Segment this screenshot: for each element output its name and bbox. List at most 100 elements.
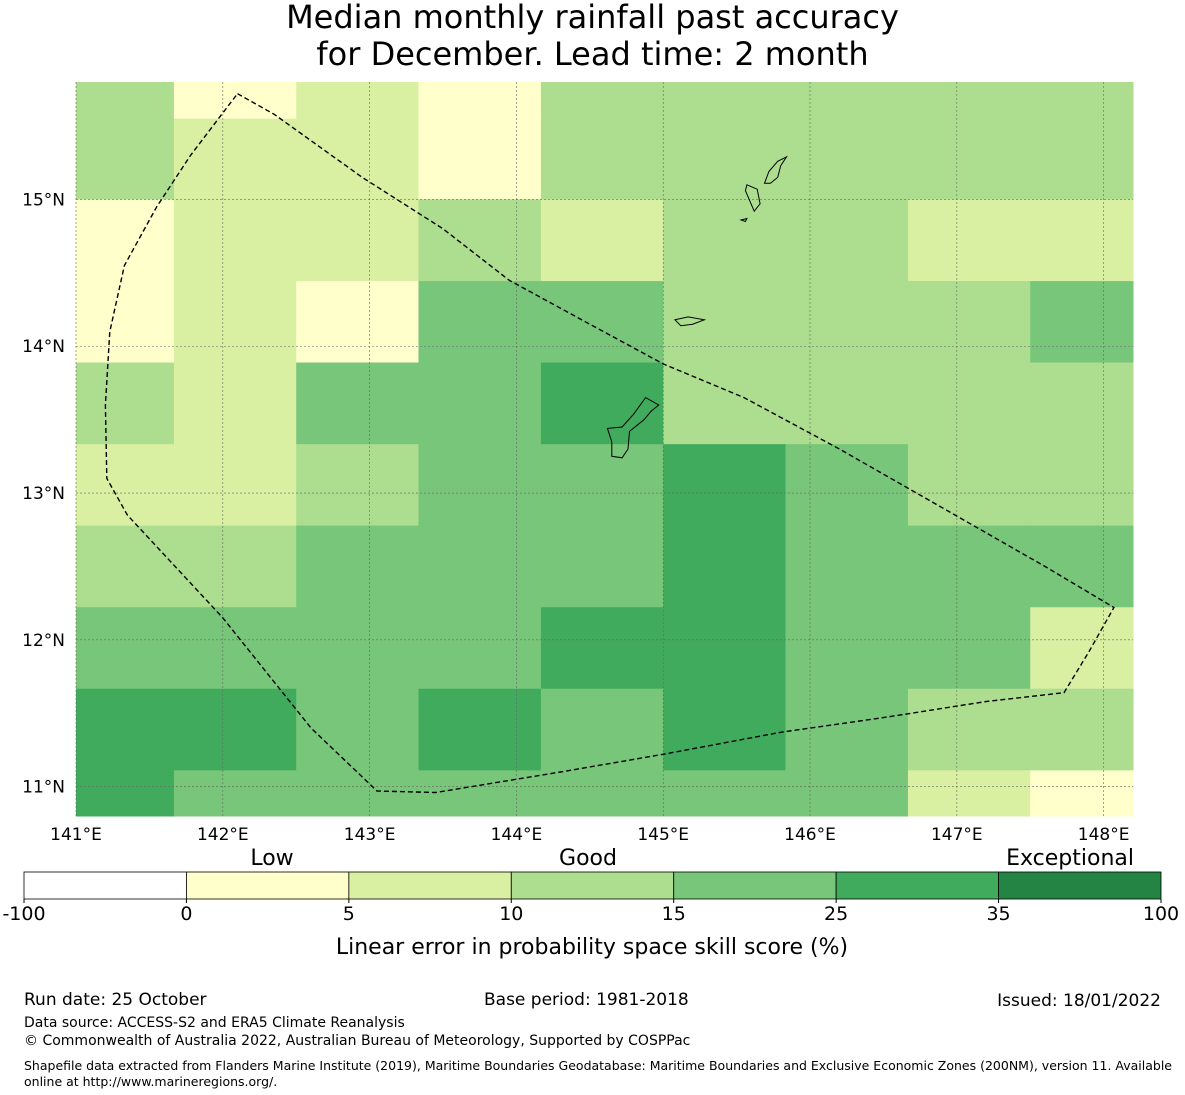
grid-cell [296,281,419,364]
grid-cell [785,281,909,364]
grid-cell [76,281,175,364]
grid-cell [296,444,419,527]
island-aguijan-outline [739,217,748,223]
grid-cell [1030,688,1134,771]
grid-cell [296,118,419,200]
grid-cell [540,525,664,608]
colorbar-segment [23,871,187,900]
copyright-notice: © Commonwealth of Australia 2022, Austra… [24,1033,691,1049]
grid-cell [76,607,175,690]
latitude-tick-label: 11°N [22,778,65,798]
grid-cell [418,281,542,364]
grid-cell [540,199,664,282]
grid-cell [418,444,542,527]
map-title-line-2: for December. Lead time: 2 month [316,35,869,73]
latitude-tick-label: 13°N [22,484,65,504]
islands-layer [606,155,788,459]
grid-cell [173,118,297,200]
grid-cell [76,525,175,608]
colorbar-label-exceptional: Exceptional [1006,846,1134,871]
grid-cell [907,281,1031,364]
latitude-tick-label: 12°N [22,631,65,651]
colorbar-tick-label: -100 [2,903,45,925]
grid-cell [1030,362,1134,445]
colorbar-tick-label: 0 [180,903,192,925]
grid-cell [296,770,419,817]
colorbar-segment [835,871,999,900]
longitude-tick-label: 144°E [491,825,543,845]
longitude-tick-label: 143°E [344,825,396,845]
grid-cell [296,688,419,771]
grid-cell [785,607,909,690]
grid-cell [296,362,419,445]
run-date: Run date: 25 October [24,990,207,1010]
grid-cell [785,525,909,608]
grid-cell [173,525,297,608]
latitude-tick-label: 15°N [22,190,65,210]
grid-cell [663,444,787,527]
grid-cell [540,118,664,200]
grid-cell [785,199,909,282]
grid-cell [1030,444,1134,527]
grid-cell [907,688,1031,771]
grid-cell [76,118,175,200]
grid-cell [663,281,787,364]
colorbar-segment [186,871,350,900]
grid-cell [785,118,909,200]
colorbar-label-low: Low [250,846,293,871]
longitude-tick-label: 147°E [931,825,983,845]
colorbar-tick-label: 35 [986,903,1010,925]
grid-cell [1030,118,1134,200]
colorbar-segment [673,871,837,900]
latitude-tick-label: 14°N [22,337,65,357]
grid-cell [76,199,175,282]
grid-cell [173,444,297,527]
grid-cell [663,362,787,445]
grid-cell [418,82,542,120]
grid-cell [418,770,542,817]
island-tinian-outline [744,184,761,213]
latitude-ticks: 15°N 14°N 13°N 12°N 11°N [22,190,65,797]
grid-cell [907,82,1031,120]
grid-cell [296,82,419,120]
grid-cell [907,770,1031,817]
grid-cell [663,199,787,282]
grid-cell [173,82,297,120]
grid-cell [540,770,664,817]
issued-date: Issued: 18/01/2022 [997,991,1161,1011]
grid-cell [907,607,1031,690]
map-title-line-1: Median monthly rainfall past accuracy [286,0,899,36]
island-saipan-outline [763,155,788,184]
grid-cell [663,118,787,200]
island-rota-outline [674,316,707,327]
skill-score-grid [76,82,1134,817]
island-guam-outline [606,396,660,459]
colorbar-axis-label: Linear error in probability space skill … [336,935,848,960]
grid-cell [663,770,787,817]
grid-cell [540,281,664,364]
grid-cell [76,688,175,771]
eez-boundary [104,93,1115,794]
colorbar-tick-label: 10 [499,903,523,925]
grid-cell [173,281,297,364]
grid-cell [173,770,297,817]
longitude-tick-label: 142°E [197,825,249,845]
grid-cell [1030,770,1134,817]
longitude-tick-label: 141°E [50,825,102,845]
longitude-tick-label: 145°E [637,825,689,845]
colorbar-ticks: -100 0 5 10 15 25 35 100 [2,899,1179,925]
grid-cell [1030,525,1134,608]
colorbar [23,871,1162,900]
grid-cell [540,362,664,445]
grid-cell [540,444,664,527]
shapefile-attribution: Shapefile data extracted from Flanders M… [24,1058,1172,1089]
grid-cell [1030,199,1134,282]
grid-cell [418,118,542,200]
grid-cell [173,362,297,445]
grid-cell [173,199,297,282]
grid-cell [296,607,419,690]
grid-cell [540,82,664,120]
grid-cell [1030,607,1134,690]
grid-cell [1030,82,1134,120]
